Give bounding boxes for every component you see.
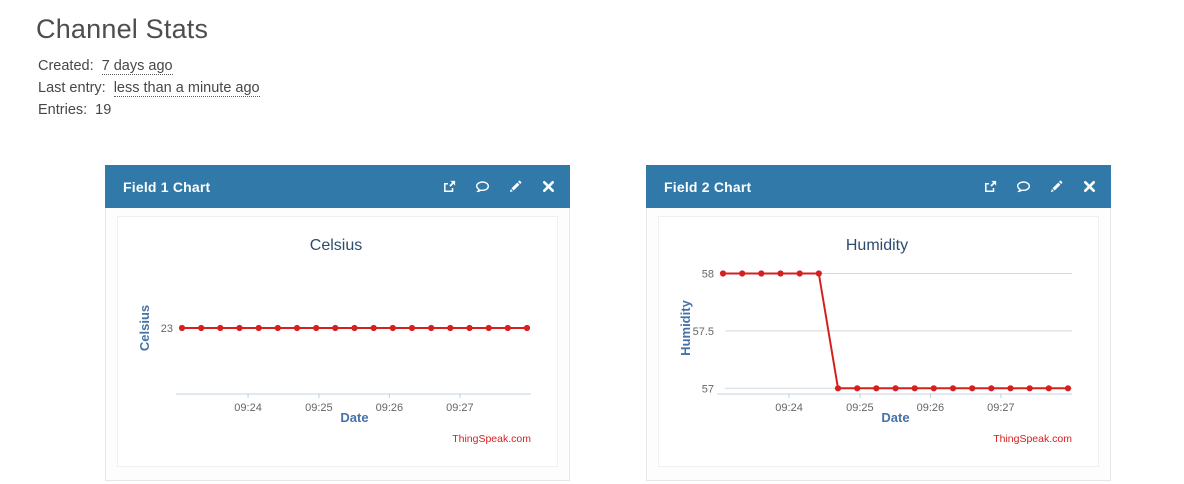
y-axis-label: Humidity [678, 299, 693, 355]
panel-title: Field 1 Chart [123, 178, 211, 195]
data-point [389, 324, 396, 332]
data-point [969, 385, 976, 392]
data-point [274, 324, 281, 332]
data-point [523, 324, 531, 332]
chart-title: Celsius [310, 237, 362, 254]
y-tick-label: 57.5 [693, 326, 714, 338]
meta-entries-value: 19 [95, 102, 112, 118]
data-point [949, 385, 957, 392]
data-point [313, 324, 320, 332]
y-tick-label: 23 [161, 323, 173, 335]
y-axis-label: Celsius [137, 305, 152, 351]
x-tick-label: 09:27 [446, 402, 474, 414]
panel-title: Field 2 Chart [664, 178, 752, 195]
credit-link[interactable]: ThingSpeak.com [993, 433, 1072, 445]
data-point [504, 324, 511, 332]
channel-meta: Created: 7 days ago Last entry: less than … [38, 55, 1184, 121]
data-point [1026, 385, 1033, 392]
meta-last-entry-label: Last entry: [38, 80, 106, 96]
field-1-chart-panel: Field 1 Chart 23 09:24 09:25 09:26 09:27 Cels… [105, 165, 570, 481]
x-tick-label: 09:26 [917, 402, 945, 414]
x-tick-label: 09:24 [775, 402, 803, 414]
y-tick-label: 57 [702, 383, 714, 395]
data-point [854, 385, 861, 392]
comment-icon[interactable] [474, 179, 490, 195]
x-tick-label: 09:27 [987, 402, 1015, 414]
data-point [988, 385, 995, 392]
comment-icon[interactable] [1015, 179, 1031, 195]
data-point [428, 324, 435, 332]
meta-created: Created: 7 days ago [38, 55, 1184, 77]
data-point [930, 385, 937, 392]
data-point [834, 385, 842, 392]
data-point [447, 324, 454, 332]
data-point [796, 270, 803, 277]
field-1-chart[interactable]: 23 09:24 09:25 09:26 09:27 Celsius Celsius Date… [117, 216, 558, 467]
data-point [485, 324, 492, 332]
panel-icons [441, 179, 556, 195]
data-point [892, 385, 899, 392]
field-2-chart[interactable]: 57 57.5 58 09:24 09:25 09:26 09:27 Humidity Humi… [658, 216, 1099, 467]
chart-panels: Field 1 Chart 23 09:24 09:25 09:26 09:27 Cels… [105, 165, 1184, 481]
data-point [911, 385, 918, 392]
page-title: Channel Stats [36, 14, 209, 44]
meta-created-value: 7 days ago [101, 58, 173, 75]
data-point [1064, 385, 1072, 392]
data-point [815, 270, 822, 277]
meta-last-entry-value: less than a minute ago [113, 80, 260, 97]
edit-icon[interactable] [507, 179, 523, 195]
panel-icons [982, 179, 1097, 195]
edit-icon[interactable] [1048, 179, 1064, 195]
data-point [236, 324, 243, 332]
x-tick-label: 09:25 [846, 402, 874, 414]
x-tick-label: 09:25 [305, 402, 333, 414]
data-point [255, 324, 262, 332]
data-point [873, 385, 880, 392]
data-point [293, 324, 301, 332]
data-point [758, 270, 765, 277]
panel-body: 57 57.5 58 09:24 09:25 09:26 09:27 Humidity Humi… [646, 208, 1111, 481]
data-point [351, 324, 358, 332]
external-link-icon[interactable] [982, 179, 998, 195]
external-link-icon[interactable] [441, 179, 457, 195]
data-point [466, 324, 473, 332]
meta-entries: Entries: 19 [38, 99, 1184, 121]
data-point [198, 324, 205, 332]
data-point [408, 324, 416, 332]
data-point [217, 324, 224, 332]
chart-title: Humidity [846, 237, 908, 254]
close-icon[interactable] [1081, 179, 1097, 195]
meta-last-entry: Last entry: less than a minute ago [38, 77, 1184, 99]
meta-created-label: Created: [38, 58, 94, 74]
close-icon[interactable] [540, 179, 556, 195]
panel-header: Field 2 Chart [646, 165, 1111, 208]
data-point [332, 324, 339, 332]
credit-link[interactable]: ThingSpeak.com [452, 433, 531, 445]
x-axis-label: Date [340, 410, 368, 425]
panel-body: 23 09:24 09:25 09:26 09:27 Celsius Celsius Date… [105, 208, 570, 481]
y-tick-label: 58 [702, 268, 714, 280]
x-axis-label: Date [881, 410, 909, 425]
data-point [1045, 385, 1052, 392]
data-point [178, 324, 186, 332]
data-point [1007, 385, 1014, 392]
x-tick-label: 09:24 [234, 402, 262, 414]
field-2-chart-panel: Field 2 Chart 57 57.5 58 09:24 09:25 09:26 09:… [646, 165, 1111, 481]
panel-header: Field 1 Chart [105, 165, 570, 208]
data-point [777, 270, 784, 277]
data-point [719, 270, 727, 277]
data-point [739, 270, 746, 277]
meta-entries-label: Entries: [38, 102, 88, 118]
x-tick-label: 09:26 [376, 402, 404, 414]
data-point [370, 324, 377, 332]
